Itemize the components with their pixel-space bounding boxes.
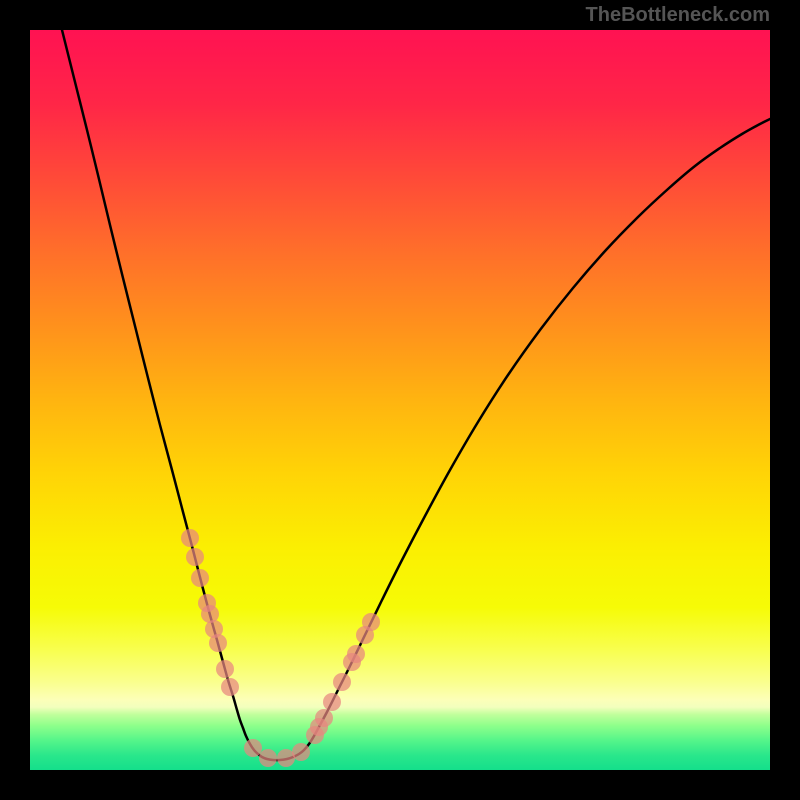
data-point-marker (186, 548, 204, 566)
chart-container: TheBottleneck.com (0, 0, 800, 800)
curve-layer (30, 30, 770, 770)
data-point-marker (292, 743, 310, 761)
data-point-marker (333, 673, 351, 691)
data-point-marker (347, 645, 365, 663)
plot-area (30, 30, 770, 770)
data-point-marker (181, 529, 199, 547)
data-point-marker (221, 678, 239, 696)
data-point-marker (209, 634, 227, 652)
data-point-marker (362, 613, 380, 631)
data-point-marker (191, 569, 209, 587)
data-point-marker (216, 660, 234, 678)
data-point-marker (244, 739, 262, 757)
data-point-marker (323, 693, 341, 711)
watermark-text: TheBottleneck.com (586, 4, 770, 27)
data-markers (181, 529, 380, 767)
data-point-marker (315, 709, 333, 727)
v-curve (62, 30, 770, 760)
data-point-marker (259, 749, 277, 767)
